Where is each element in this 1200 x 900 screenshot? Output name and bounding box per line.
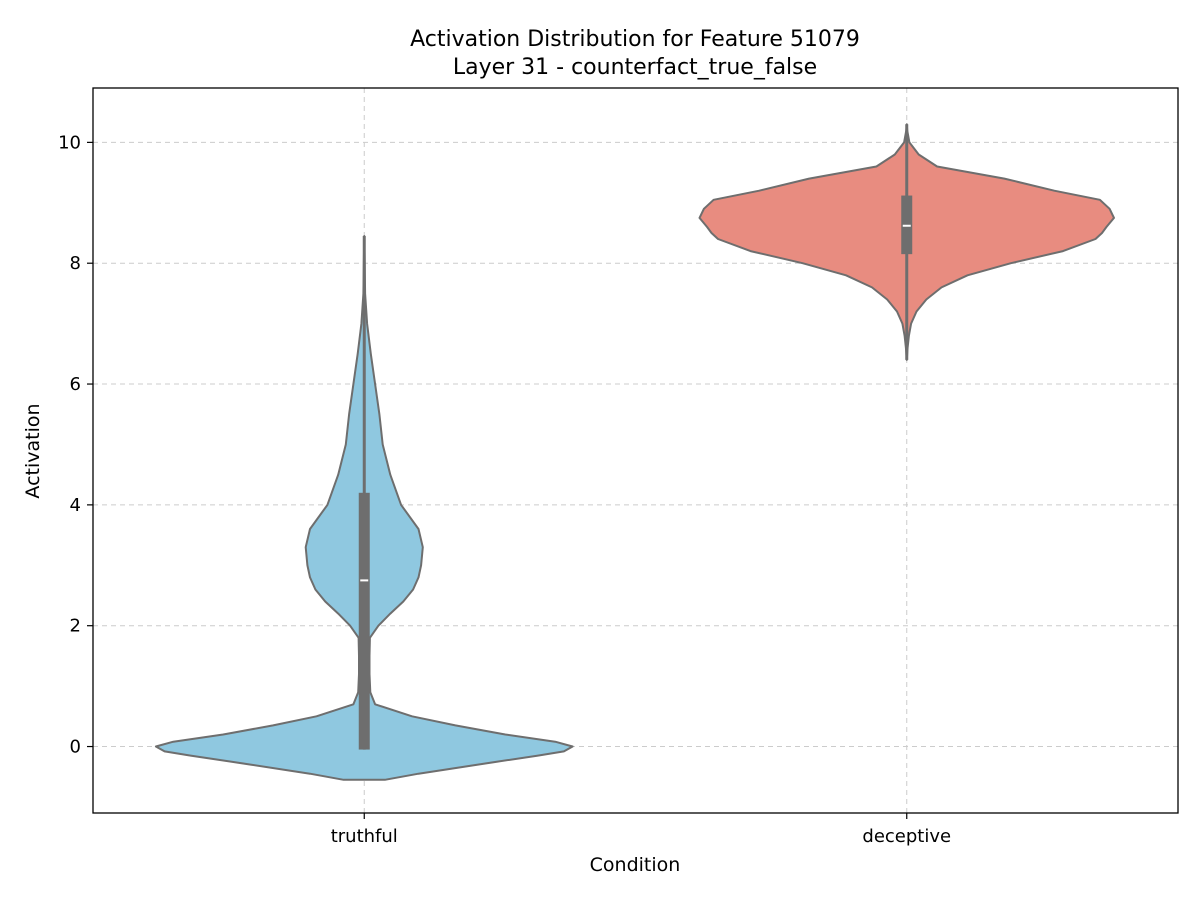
chart-title: Activation Distribution for Feature 5107… [410,27,860,52]
iqr-box-truthful [358,492,370,750]
inner-boxes [358,124,913,750]
x-tick-label-truthful: truthful [331,826,398,847]
grid-lines [93,88,1178,813]
chart-subtitle: Layer 31 - counterfact_true_false [453,55,817,80]
violins [154,123,1115,781]
y-tick-label: 6 [70,374,81,395]
plot-frame [92,87,1179,814]
y-tick-label: 2 [70,616,81,637]
y-tick-label: 4 [70,495,81,516]
axis-ticks: 0 2 4 6 8 10 truthful deceptive [58,132,951,847]
y-tick-label: 10 [58,132,81,153]
x-axis-label: Condition [590,854,681,876]
x-tick-label-deceptive: deceptive [862,826,951,847]
y-tick-label: 0 [70,737,81,758]
y-axis-label: Activation [22,403,44,498]
y-tick-label: 8 [70,253,81,274]
